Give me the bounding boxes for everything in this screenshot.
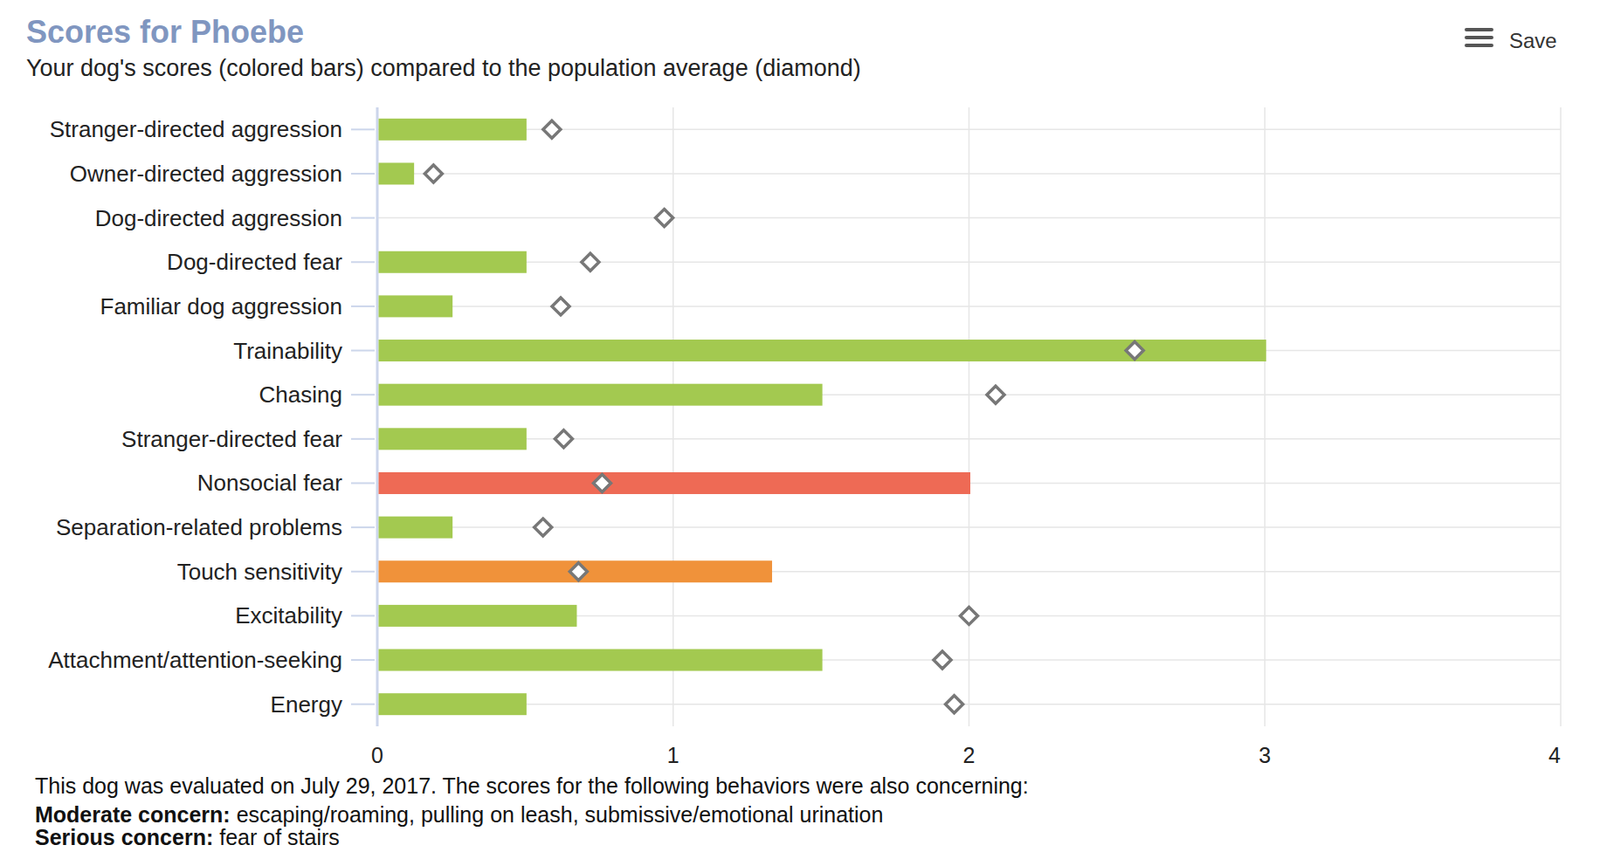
bar: [379, 118, 527, 141]
population-average-marker: [1125, 342, 1144, 360]
category-label: Nonsocial fear: [197, 469, 344, 497]
population-average-marker: [569, 563, 587, 581]
category-tick: [351, 438, 375, 441]
bar: [379, 560, 773, 583]
category-label: Touch sensitivity: [177, 558, 343, 586]
category-tick: [351, 350, 375, 352]
footer-serious-label: Serious concern:: [34, 825, 214, 850]
population-average-marker: [424, 165, 442, 183]
footer-intro: This dog was evaluated on July 29, 2017.…: [34, 773, 1029, 799]
tick-label: 3: [1258, 743, 1271, 768]
category-label: Excitability: [234, 602, 343, 629]
population-average-marker: [554, 430, 573, 449]
population-average-marker: [551, 297, 570, 316]
category-tick: [351, 659, 375, 662]
category-tick: [351, 482, 375, 484]
bar: [379, 693, 527, 716]
population-average-marker: [933, 651, 952, 669]
background: [0, 0, 1600, 852]
menu-icon-line: [1464, 43, 1494, 48]
menu-icon-line: [1464, 27, 1494, 32]
grid-line: [1559, 107, 1562, 727]
category-label: Attachment/attention-seeking: [48, 647, 343, 674]
category-tick: [351, 172, 375, 175]
save-label[interactable]: Save: [1509, 28, 1558, 53]
category-tick: [351, 614, 375, 617]
tick-label: 1: [667, 743, 680, 768]
footer-moderate: Moderate concern:escaping/roaming, pulli…: [34, 802, 883, 828]
category-label: Energy: [270, 691, 343, 718]
category-label: Owner-directed aggression: [69, 160, 343, 187]
category-label: Dog-directed aggression: [95, 205, 343, 232]
population-average-marker: [986, 386, 1005, 404]
category-tick: [351, 128, 375, 131]
population-average-marker: [945, 696, 964, 714]
category-tick: [351, 526, 375, 529]
footer-serious-text: fear of stairs: [219, 825, 340, 850]
grid-line: [376, 107, 379, 727]
bar: [379, 384, 823, 407]
category-label: Familiar dog aggression: [100, 293, 343, 320]
grid-line: [1264, 107, 1267, 727]
population-average-marker: [534, 518, 552, 537]
category-tick: [351, 305, 375, 308]
menu-icon-line: [1464, 35, 1494, 40]
chart: Scores for Phoebe Your dog's scores (colo…: [0, 0, 1600, 852]
category-tick: [351, 217, 375, 220]
bar: [378, 206, 380, 229]
title: Scores for Phoebe: [26, 13, 304, 50]
bar: [379, 339, 1267, 362]
category-label: Stranger-directed fear: [121, 426, 343, 453]
population-average-marker: [593, 474, 611, 492]
bar: [379, 162, 415, 185]
population-average-marker: [543, 120, 561, 138]
tick-label: 2: [963, 743, 976, 768]
bar: [379, 251, 527, 274]
category-tick: [351, 261, 375, 263]
category-label: Chasing: [259, 381, 343, 408]
tick-label: 4: [1548, 743, 1561, 768]
category-label: Separation-related problems: [55, 514, 343, 541]
population-average-marker: [960, 606, 979, 625]
footer-moderate-label: Moderate concern:: [34, 802, 231, 828]
category-label: Dog-directed fear: [166, 248, 343, 276]
bar: [379, 427, 527, 450]
population-average-marker: [581, 253, 600, 271]
bar: [379, 472, 972, 495]
category-tick: [351, 703, 375, 706]
population-average-marker: [655, 209, 674, 228]
save-button[interactable]: Save: [1464, 27, 1558, 53]
bar: [379, 295, 454, 318]
grid-line: [968, 107, 971, 727]
marks: [379, 118, 1267, 716]
bar: [379, 649, 823, 672]
footer-moderate-text: escaping/roaming, pulling on leash, subm…: [236, 802, 884, 828]
footer-serious: Serious concern:fear of stairs: [34, 825, 340, 850]
category-tick: [351, 393, 375, 396]
grid-line: [672, 107, 675, 727]
bar: [379, 605, 578, 628]
category-tick: [351, 571, 375, 573]
category-label: Trainability: [233, 337, 343, 365]
bar: [379, 517, 454, 539]
tick-label: 0: [371, 743, 384, 768]
axis-line: [376, 107, 380, 727]
subtitle: Your dog's scores (colored bars) compare…: [26, 55, 862, 82]
category-label: Stranger-directed aggression: [49, 116, 343, 143]
